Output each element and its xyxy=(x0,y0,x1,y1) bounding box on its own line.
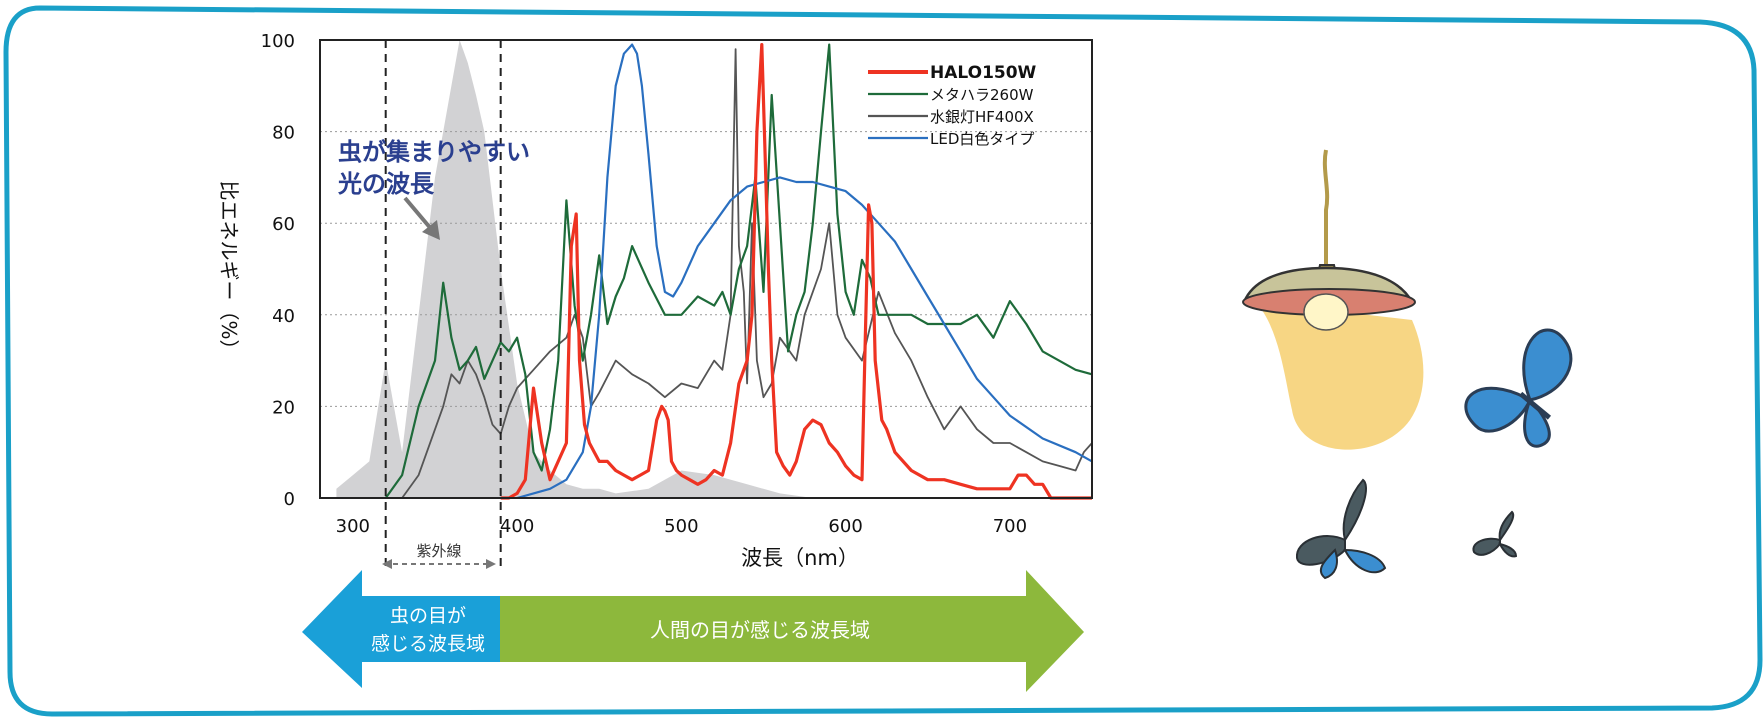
y-tick-label-0: 0 xyxy=(284,489,295,510)
series-line-1 xyxy=(384,43,1093,499)
series-line-3 xyxy=(516,43,1093,500)
hanging-lamp-icon xyxy=(1242,149,1424,450)
x-tick-label-700: 700 xyxy=(993,516,1027,537)
series-line-0 xyxy=(500,43,1092,500)
y-axis-label: 比エネルギー（%） xyxy=(217,180,241,359)
legend-label-3: LED白色タイプ xyxy=(930,130,1034,148)
insect-range-arrow xyxy=(302,570,500,688)
annotation-arrowhead xyxy=(422,220,440,240)
small-moth-icon xyxy=(1472,510,1518,558)
legend-label-1: メタハラ260W xyxy=(930,86,1034,104)
grid-lines xyxy=(320,131,1092,407)
human-range-label: 人間の目が感じる波長域 xyxy=(650,618,870,642)
x-tick-label-400: 400 xyxy=(500,516,534,537)
insect-range-label-line2: 感じる波長域 xyxy=(371,633,485,655)
x-tick-labels: 300 400 500 600 700 xyxy=(336,516,1027,537)
insect-sensitivity-shape xyxy=(336,40,846,498)
spectrum-chart: 0 20 40 60 80 100 300 400 500 600 700 HALO150W メタハ… xyxy=(217,31,1093,572)
uv-arrowhead-right xyxy=(486,559,496,569)
x-axis-label: 波長（nm） xyxy=(741,546,859,570)
y-tick-label-60: 60 xyxy=(272,214,295,235)
y-tick-label-100: 100 xyxy=(261,31,295,52)
insect-sensitivity-area xyxy=(336,40,846,498)
legend-label-0: HALO150W xyxy=(930,63,1037,83)
y-tick-label-20: 20 xyxy=(272,397,295,418)
series-line-2 xyxy=(401,48,1093,499)
uv-range-lines xyxy=(384,40,502,572)
insect-range-label-line1: 虫の目が xyxy=(390,605,466,627)
x-tick-label-600: 600 xyxy=(828,516,862,537)
legend: HALO150W メタハラ260W 水銀灯HF400X LED白色タイプ xyxy=(868,63,1037,148)
moth-icon xyxy=(1295,478,1387,580)
y-tick-labels: 0 20 40 60 80 100 xyxy=(261,31,295,510)
human-range-arrow xyxy=(500,570,1084,692)
x-tick-label-300: 300 xyxy=(336,516,370,537)
y-tick-label-80: 80 xyxy=(272,123,295,144)
annotation-arrow xyxy=(403,196,434,232)
annotation-line1: 虫が集まりやすい xyxy=(338,138,530,166)
annotation-line2: 光の波長 xyxy=(337,170,435,198)
plot-border xyxy=(319,39,1093,499)
y-tick-label-40: 40 xyxy=(272,306,295,327)
uv-label: 紫外線 xyxy=(416,542,461,560)
blue-butterfly-icon xyxy=(1464,328,1573,448)
x-tick-label-500: 500 xyxy=(664,516,698,537)
uv-arrowhead-left xyxy=(382,559,392,569)
legend-label-2: 水銀灯HF400X xyxy=(930,108,1034,126)
wavelength-range-banner: 虫の目が 感じる波長域 人間の目が感じる波長域 xyxy=(302,570,1084,692)
series-lines xyxy=(384,43,1093,500)
